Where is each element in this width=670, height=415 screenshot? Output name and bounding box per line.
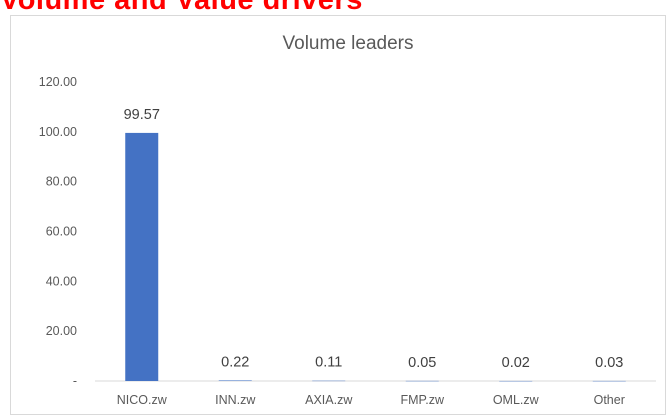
bar-value-label: 0.05 (408, 355, 436, 371)
x-tick-label: FMP.zw (400, 393, 444, 407)
y-tick-label: 80.00 (46, 175, 77, 189)
bar (125, 133, 158, 381)
y-tick-label: 100.00 (39, 125, 77, 139)
x-tick-label: INN.zw (215, 393, 256, 407)
bar-value-label: 0.11 (315, 355, 342, 371)
y-tick-label: 120.00 (39, 75, 77, 89)
bar-value-label: 0.22 (221, 354, 249, 370)
data-labels-group: 99.57 0.22 0.11 0.05 0.02 0.03 (124, 107, 624, 371)
bar-value-label: 99.57 (124, 107, 160, 123)
x-tick-label: OML.zw (493, 393, 540, 407)
y-tick-label: 40.00 (46, 274, 77, 288)
x-tick-label: NICO.zw (117, 393, 168, 407)
bar-value-label: 0.02 (502, 355, 530, 371)
bars-group (125, 133, 626, 381)
x-axis-ticks: NICO.zw INN.zw AXIA.zw FMP.zw OML.zw Other (117, 393, 625, 407)
x-tick-label: AXIA.zw (305, 393, 353, 407)
y-tick-label: - (73, 374, 77, 388)
y-axis-ticks: - 20.00 40.00 60.00 80.00 100.00 120.00 (39, 75, 77, 388)
y-tick-label: 20.00 (46, 324, 77, 338)
y-tick-label: 60.00 (46, 225, 77, 239)
bar-value-label: 0.03 (595, 355, 623, 371)
chart-title: Volume leaders (283, 33, 414, 54)
bar (219, 380, 252, 381)
x-tick-label: Other (594, 393, 625, 407)
